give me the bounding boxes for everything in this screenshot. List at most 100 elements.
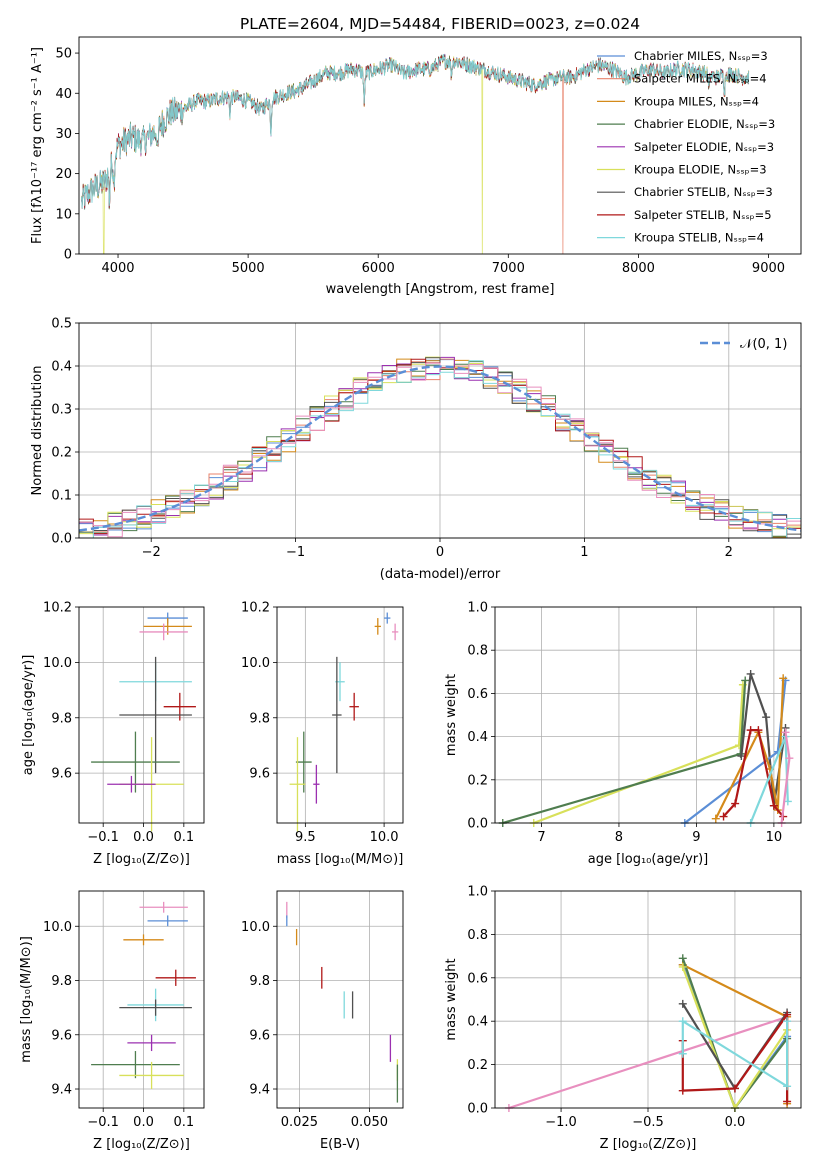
gaussian-curve [79, 365, 801, 532]
y-tick-label: 0.0 [51, 532, 72, 547]
weight-marker [783, 1017, 792, 1026]
x-tick-label: 9 [692, 830, 700, 845]
error-bar-point [119, 1061, 184, 1090]
legend-label: Chabrier ELODIE, Nₛₛₚ=3 [634, 117, 775, 131]
y-tick-label: 0.8 [467, 644, 488, 659]
y-tick-label: 0.2 [467, 1058, 488, 1073]
y-tick-label: 0.5 [51, 317, 72, 332]
x-tick-label: 0.025 [281, 1115, 318, 1130]
weight-marker [769, 801, 778, 810]
y-tick-label: 0.6 [467, 971, 488, 986]
x-tick-label: −0.1 [87, 830, 119, 845]
error-bar-point [147, 915, 188, 927]
axes-frame [78, 322, 802, 539]
y-tick-label: 9.6 [51, 1028, 72, 1043]
weight-marker [678, 1086, 687, 1095]
y-tick-label: 9.6 [249, 1028, 270, 1043]
y-tick-label: 0.0 [467, 817, 488, 832]
axes-frame [494, 890, 802, 1109]
weight-marker [781, 728, 790, 737]
y-tick-label: 0.2 [51, 446, 72, 461]
y-tick-label: 10.2 [43, 601, 72, 616]
plot-content [289, 612, 399, 832]
x-tick-label: 5000 [232, 261, 265, 276]
plot-content [91, 901, 196, 1090]
weight-line [502, 680, 747, 825]
weight-marker [678, 954, 687, 963]
x-tick-label: 8 [615, 830, 623, 845]
panel-age-vs-mass: 9.5 10.0 9.6 9.8 10.0 10.2 mass [log₁₀(M/M⊙)] [241, 601, 404, 867]
x-tick-label: −0.1 [87, 1115, 119, 1130]
error-bar-point [91, 1051, 180, 1079]
x-axis-label: Z [log₁₀(Z/Z⊙)] [93, 852, 190, 867]
axes-frame [276, 606, 404, 824]
y-axis-label: mass weight [444, 674, 459, 756]
error-bar-point [107, 775, 156, 793]
error-bar-point [289, 737, 306, 832]
weight-marker [737, 752, 746, 761]
error-bar-point [123, 934, 164, 946]
legend-label: Kroupa STELIB, Nₛₛₚ=4 [634, 231, 764, 245]
weight-marker [754, 726, 763, 735]
weight-series [678, 1017, 792, 1091]
x-tick-label: 10.0 [370, 830, 399, 845]
y-tick-label: 9.4 [249, 1083, 270, 1098]
y-axis-label: Flux [fλ10⁻¹⁷ erg cm⁻² s⁻¹ A⁻¹] [30, 47, 45, 244]
y-tick-label: 50 [55, 47, 72, 62]
panel-age-vs-Z: −0.1 0.0 0.1 9.6 9.8 10.0 10.2 Z [log₁₀(Z/Z⊙)] a… [21, 601, 205, 867]
x-tick-label: 10 [766, 830, 783, 845]
error-bar-point [119, 999, 192, 1016]
weight-marker [731, 799, 740, 808]
x-tick-label: 4000 [101, 261, 134, 276]
weight-marker [783, 1082, 792, 1091]
weight-marker [730, 1084, 739, 1093]
x-tick-label: −1 [286, 545, 305, 560]
error-bar-point [127, 1034, 176, 1052]
legend-spectrum: Chabrier MILES, Nₛₛₚ=3 Salpeter MILES, Nₛ… [597, 49, 775, 245]
y-tick-label: 10.0 [43, 656, 72, 671]
y-axis-label: mass [log₁₀(M/M⊙)] [19, 936, 34, 1063]
weight-series [711, 674, 788, 823]
y-tick-label: 9.4 [51, 1083, 72, 1098]
y-tick-label: 9.8 [249, 711, 270, 726]
panel-mass-vs-ebv: 0.025 0.050 9.4 9.6 9.8 10.0 E(B-V) [241, 890, 404, 1152]
x-axis-label: age [log₁₀(age/yr)] [588, 852, 709, 867]
weight-marker [779, 674, 788, 683]
weight-series [498, 676, 750, 827]
weight-marker [746, 726, 755, 735]
plot-content [286, 901, 399, 1103]
x-tick-label: 1 [580, 545, 588, 560]
x-axis-label: wavelength [Angstrom, rest frame] [326, 282, 555, 297]
weight-line [681, 1020, 789, 1088]
x-tick-label: −2 [142, 545, 161, 560]
error-bar-point [374, 618, 381, 635]
y-tick-label: 0.6 [467, 687, 488, 702]
y-tick-label: 10.0 [241, 920, 270, 935]
y-tick-label: 0.3 [51, 403, 72, 418]
weight-marker [746, 669, 755, 678]
panel-mass-weight-vs-Z: −1.0 −0.5 0.0 0.0 0.2 0.4 0.6 0.8 1.0 Z [log₁₀(Z/… [444, 885, 802, 1152]
y-tick-label: 10 [55, 207, 72, 222]
x-axis-label: Z [log₁₀(Z/Z⊙)] [93, 1137, 190, 1152]
y-axis-label: age [log₁₀(age/yr)] [21, 655, 36, 776]
x-axis-label: E(B-V) [320, 1137, 360, 1152]
error-bar-point [384, 612, 391, 624]
y-tick-label: 9.8 [51, 711, 72, 726]
y-tick-label: 9.8 [51, 974, 72, 989]
x-tick-label: 9.5 [295, 830, 316, 845]
panel-mass-weight-vs-age: 7 8 9 10 0.0 0.2 0.4 0.6 0.8 1.0 age [log₁₀(age/yr… [444, 601, 802, 867]
y-tick-label: 20 [55, 167, 72, 182]
legend-label: 𝒩(0, 1) [740, 337, 787, 352]
legend-label: Chabrier MILES, Nₛₛₚ=3 [634, 49, 768, 63]
x-tick-label: 0.1 [173, 830, 194, 845]
x-tick-label: 0.050 [351, 1115, 388, 1130]
weight-marker [785, 754, 794, 763]
x-axis-label: (data-model)/error [380, 567, 501, 582]
error-bar-point [91, 731, 180, 793]
axes-frame [78, 890, 205, 1109]
axes-frame [78, 606, 205, 824]
error-bar-point [332, 656, 342, 774]
weight-marker [678, 962, 687, 971]
y-tick-label: 40 [55, 87, 72, 102]
y-tick-label: 0.1 [51, 489, 72, 504]
